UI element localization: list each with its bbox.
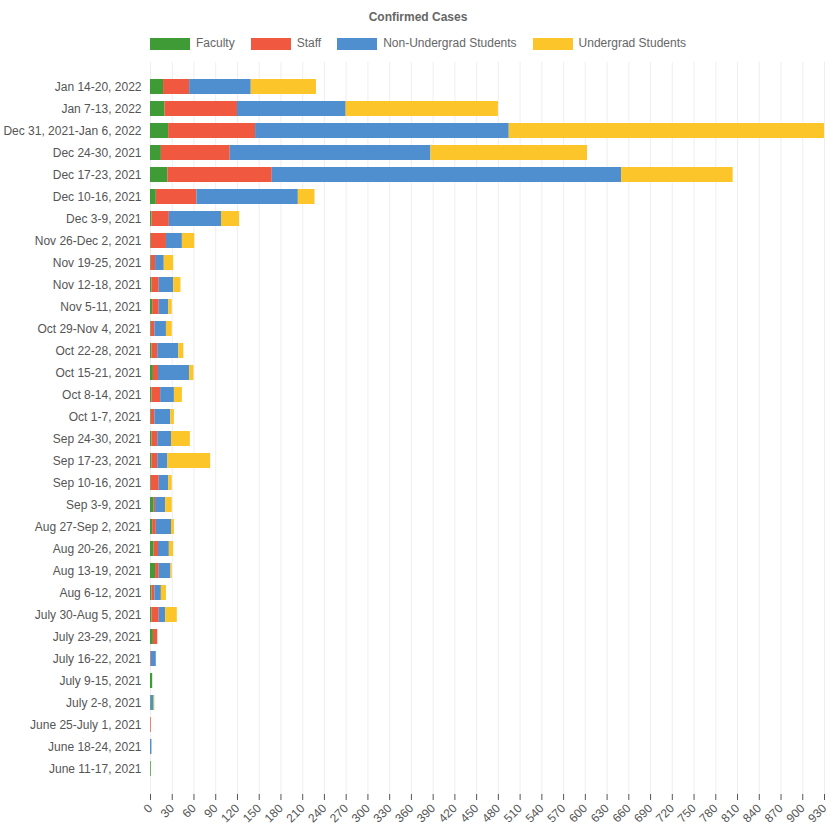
svg-text:360: 360 bbox=[392, 801, 416, 825]
svg-text:Aug 20-26, 2021: Aug 20-26, 2021 bbox=[53, 542, 142, 556]
svg-text:540: 540 bbox=[523, 801, 547, 825]
svg-text:July 30-Aug 5, 2021: July 30-Aug 5, 2021 bbox=[35, 608, 142, 622]
svg-text:July 16-22, 2021: July 16-22, 2021 bbox=[53, 652, 142, 666]
svg-text:Dec 31, 2021-Jan 6, 2022: Dec 31, 2021-Jan 6, 2022 bbox=[3, 124, 141, 138]
svg-text:900: 900 bbox=[784, 801, 808, 825]
svg-text:90: 90 bbox=[201, 801, 221, 821]
svg-text:0: 0 bbox=[141, 801, 156, 816]
svg-text:Nov 5-11, 2021: Nov 5-11, 2021 bbox=[60, 300, 141, 314]
html-text:Undergrad Students: Undergrad Students bbox=[578, 36, 686, 50]
svg-text:Dec 17-23, 2021: Dec 17-23, 2021 bbox=[53, 168, 142, 182]
svg-text:Dec 24-30, 2021: Dec 24-30, 2021 bbox=[53, 146, 142, 160]
svg-text:Dec 10-16, 2021: Dec 10-16, 2021 bbox=[53, 190, 142, 204]
svg-text:Nov 19-25, 2021: Nov 19-25, 2021 bbox=[53, 256, 142, 270]
svg-text:June 25-July 1, 2021: June 25-July 1, 2021 bbox=[30, 718, 142, 732]
svg-text:July 9-15, 2021: July 9-15, 2021 bbox=[59, 674, 141, 688]
svg-text:Oct 15-21, 2021: Oct 15-21, 2021 bbox=[55, 366, 141, 380]
svg-text:660: 660 bbox=[610, 801, 634, 825]
svg-text:750: 750 bbox=[675, 801, 699, 825]
svg-text:Aug 13-19, 2021: Aug 13-19, 2021 bbox=[53, 564, 142, 578]
svg-text:930: 930 bbox=[805, 801, 829, 825]
svg-text:300: 300 bbox=[349, 801, 373, 825]
svg-text:June 18-24, 2021: June 18-24, 2021 bbox=[48, 740, 142, 754]
svg-text:Nov 12-18, 2021: Nov 12-18, 2021 bbox=[53, 278, 142, 292]
svg-text:720: 720 bbox=[653, 801, 677, 825]
svg-text:480: 480 bbox=[479, 801, 503, 825]
svg-text:180: 180 bbox=[262, 801, 286, 825]
svg-text:450: 450 bbox=[457, 801, 481, 825]
svg-text:June 11-17, 2021: June 11-17, 2021 bbox=[49, 762, 142, 776]
svg-text:July 2-8, 2021: July 2-8, 2021 bbox=[66, 696, 142, 710]
svg-text:330: 330 bbox=[370, 801, 394, 825]
svg-text:Oct 29-Nov 4, 2021: Oct 29-Nov 4, 2021 bbox=[37, 322, 141, 336]
svg-text:210: 210 bbox=[283, 801, 307, 825]
svg-text:July 23-29, 2021: July 23-29, 2021 bbox=[53, 630, 142, 644]
svg-text:690: 690 bbox=[631, 801, 655, 825]
svg-text:120: 120 bbox=[218, 801, 242, 825]
svg-text:Dec 3-9, 2021: Dec 3-9, 2021 bbox=[66, 212, 142, 226]
svg-text:Nov 26-Dec 2, 2021: Nov 26-Dec 2, 2021 bbox=[35, 234, 142, 248]
html-text:Confirmed Cases: Confirmed Cases bbox=[368, 10, 468, 24]
svg-text:570: 570 bbox=[544, 801, 568, 825]
svg-text:Jan 7-13, 2022: Jan 7-13, 2022 bbox=[61, 102, 141, 116]
svg-text:270: 270 bbox=[327, 801, 351, 825]
svg-text:840: 840 bbox=[740, 801, 764, 825]
svg-text:390: 390 bbox=[414, 801, 438, 825]
html-text:Non-Undergrad Students: Non-Undergrad Students bbox=[383, 36, 517, 50]
svg-text:60: 60 bbox=[179, 801, 199, 821]
svg-text:630: 630 bbox=[588, 801, 612, 825]
svg-text:150: 150 bbox=[240, 801, 264, 825]
svg-text:600: 600 bbox=[566, 801, 590, 825]
html-text:Staff: Staff bbox=[296, 36, 322, 50]
svg-text:Sep 10-16, 2021: Sep 10-16, 2021 bbox=[53, 476, 142, 490]
svg-text:30: 30 bbox=[158, 801, 178, 821]
svg-text:870: 870 bbox=[762, 801, 786, 825]
svg-text:Sep 17-23, 2021: Sep 17-23, 2021 bbox=[53, 454, 142, 468]
svg-text:Sep 3-9, 2021: Sep 3-9, 2021 bbox=[66, 498, 142, 512]
svg-text:Aug 6-12, 2021: Aug 6-12, 2021 bbox=[59, 586, 141, 600]
svg-text:420: 420 bbox=[436, 801, 460, 825]
svg-text:810: 810 bbox=[718, 801, 742, 825]
svg-text:780: 780 bbox=[697, 801, 721, 825]
svg-text:240: 240 bbox=[305, 801, 329, 825]
svg-text:Aug 27-Sep 2, 2021: Aug 27-Sep 2, 2021 bbox=[35, 520, 142, 534]
svg-text:Oct 22-28, 2021: Oct 22-28, 2021 bbox=[55, 344, 141, 358]
html-text:Faculty: Faculty bbox=[196, 36, 235, 50]
svg-text:510: 510 bbox=[501, 801, 525, 825]
svg-text:Oct 1-7, 2021: Oct 1-7, 2021 bbox=[69, 410, 142, 424]
svg-text:Sep 24-30, 2021: Sep 24-30, 2021 bbox=[53, 432, 142, 446]
svg-text:Jan 14-20, 2022: Jan 14-20, 2022 bbox=[55, 80, 142, 94]
svg-text:Oct 8-14, 2021: Oct 8-14, 2021 bbox=[62, 388, 142, 402]
